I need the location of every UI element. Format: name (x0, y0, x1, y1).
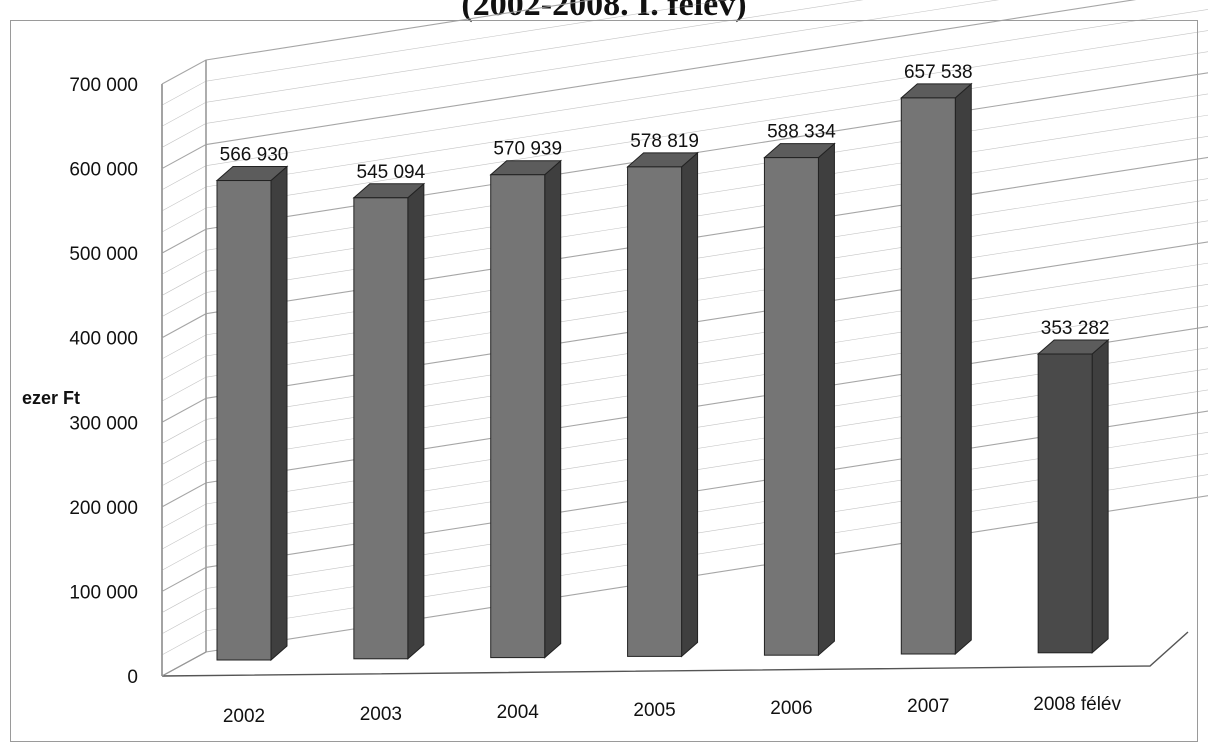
data-label: 578 819 (630, 131, 699, 152)
y-axis-label: ezer Ft (22, 388, 81, 408)
bar (216, 180, 272, 661)
minor-gridline (161, 305, 1208, 486)
bar (490, 174, 546, 659)
x-tick-label: 2006 (770, 698, 812, 719)
minor-gridline (161, 93, 1208, 275)
bar (1037, 353, 1093, 654)
minor-gridline (161, 368, 1208, 550)
data-label: 570 939 (493, 139, 562, 160)
bar-side (817, 142, 835, 657)
y-tick-labels: 0 100 000 200 000 300 000 400 000 500 000 600 … (69, 75, 138, 688)
minor-gridline (161, 347, 1208, 529)
major-gridline (161, 325, 1208, 508)
bar-side (954, 82, 972, 656)
bar-side (1091, 338, 1109, 654)
minor-gridline (161, 51, 1208, 233)
bars (215, 82, 1110, 662)
minor-gridline (161, 220, 1208, 402)
major-gridline (161, 156, 1208, 339)
major-gridline (161, 495, 1208, 677)
minor-gridline (161, 431, 1208, 613)
minor-gridline (161, 199, 1208, 381)
x-tick-label: 2003 (360, 704, 402, 725)
x-tick-label: 2008 félév (1033, 694, 1121, 715)
minor-gridline (161, 389, 1208, 571)
minor-gridline (161, 283, 1208, 465)
x-tick-label: 2004 (497, 702, 540, 723)
minor-gridline (161, 474, 1208, 656)
major-gridline (161, 0, 1137, 170)
minor-gridline (161, 453, 1208, 634)
bar-side (407, 182, 425, 660)
data-label: 566 930 (220, 145, 289, 166)
bar (900, 97, 956, 655)
x-tick-label: 2005 (633, 700, 675, 721)
minor-gridline (161, 0, 729, 106)
minor-gridline (161, 135, 1208, 317)
data-label: 657 538 (904, 62, 973, 83)
data-label: 588 334 (767, 122, 836, 143)
bar (627, 166, 683, 657)
y-tick-label: 500 000 (69, 244, 138, 265)
data-label: 545 094 (357, 162, 426, 183)
x-tick-label: 2007 (907, 696, 949, 717)
y-tick-label: 100 000 (69, 582, 138, 603)
data-labels: 566 930 545 094 570 939 578 819 588 334 657 5… (220, 62, 1110, 339)
floor-edge (161, 631, 1189, 677)
y-tick-label: 600 000 (69, 160, 138, 181)
x-tick-labels: 2002 2003 2004 2005 2006 2007 2008 félév (223, 694, 1122, 727)
y-tick-label: 0 (127, 667, 138, 688)
major-gridline (161, 72, 1208, 254)
chart-frame (10, 20, 1198, 742)
gridlines (161, 0, 1208, 677)
y-tick-label: 700 000 (69, 75, 138, 96)
minor-gridline (161, 0, 864, 127)
bar-side (270, 165, 288, 662)
major-gridline (161, 410, 1208, 592)
y-tick-label: 300 000 (69, 413, 138, 434)
major-gridline (161, 0, 595, 85)
minor-gridline (161, 0, 1000, 148)
bar-side (544, 159, 562, 659)
minor-gridline (161, 9, 1208, 190)
bar (353, 197, 409, 660)
data-label: 353 282 (1041, 318, 1110, 339)
chart-title: (2002-2008. I. félév) (461, 0, 747, 23)
minor-gridline (161, 262, 1208, 444)
major-gridline (161, 241, 1208, 423)
minor-gridline (161, 30, 1208, 212)
x-tick-label: 2002 (223, 706, 265, 727)
y-tick-label: 200 000 (69, 498, 138, 519)
minor-gridline (161, 114, 1208, 296)
y-tick-label: 400 000 (69, 329, 138, 350)
bar-side (681, 151, 699, 658)
minor-gridline (161, 178, 1208, 360)
bar (763, 157, 819, 656)
